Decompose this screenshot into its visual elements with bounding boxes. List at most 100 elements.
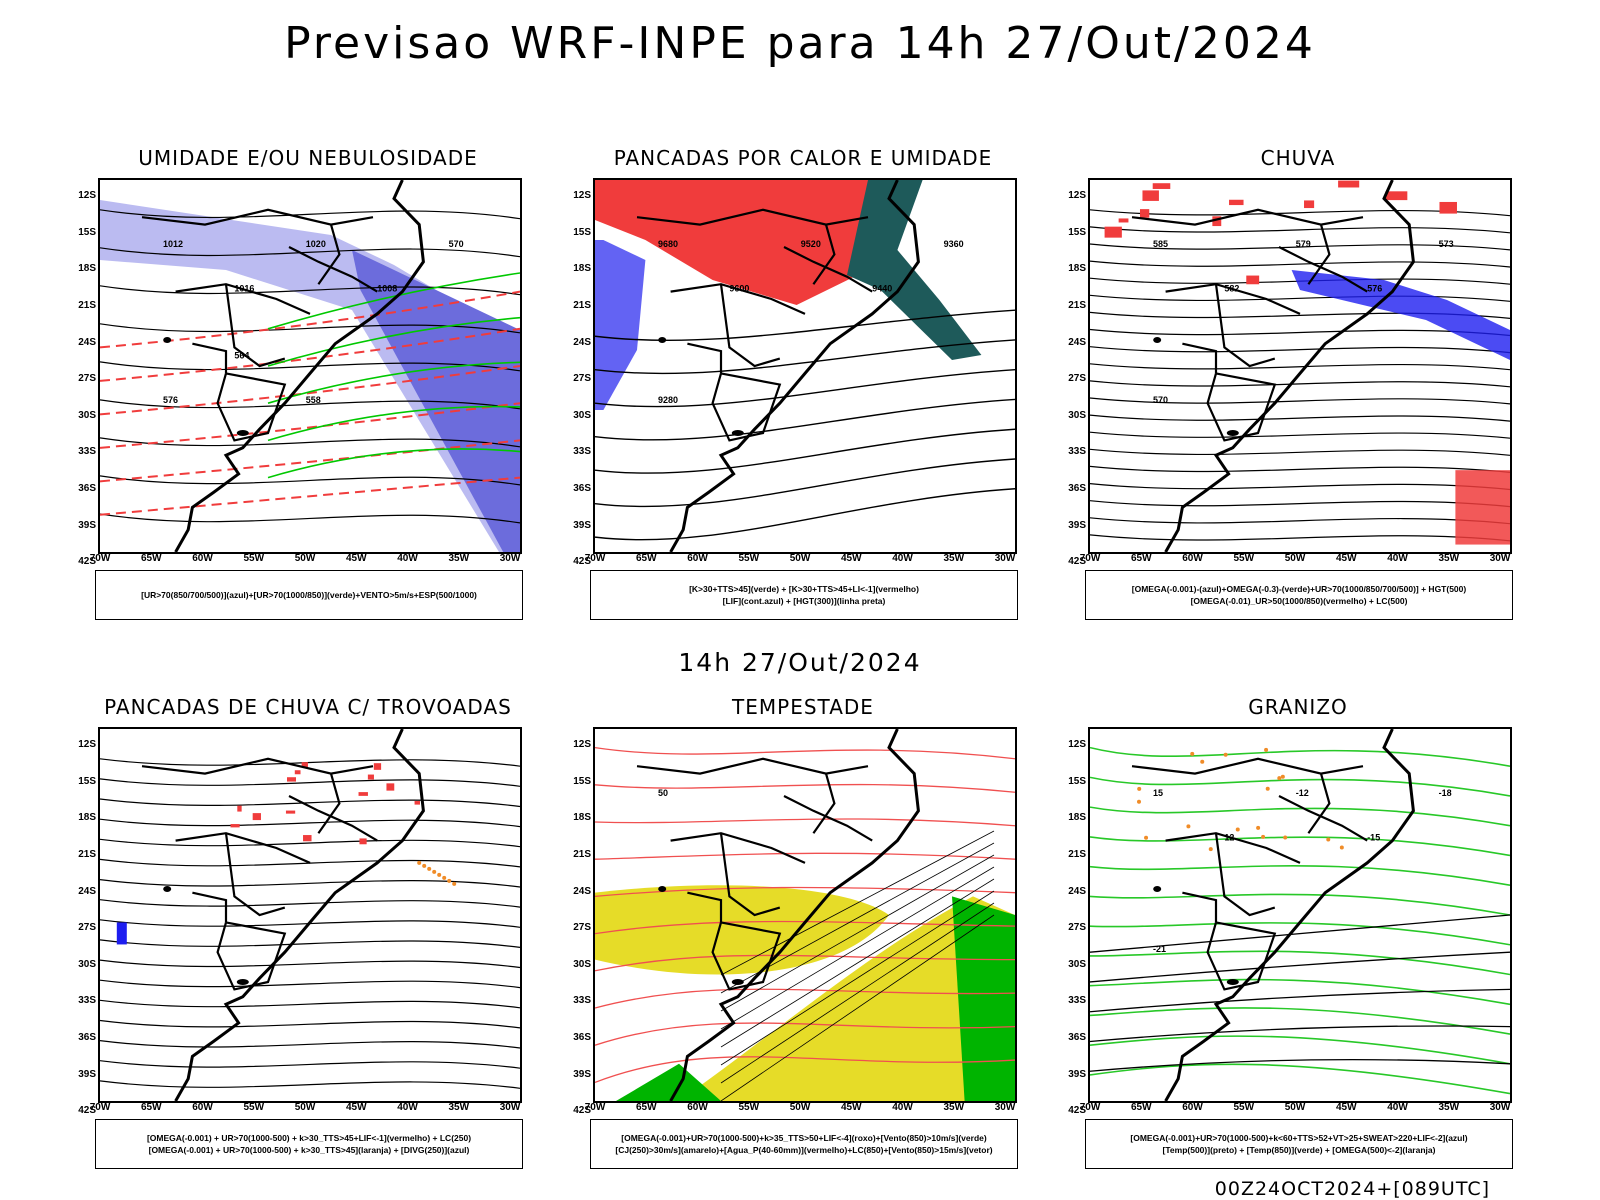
legend-line: [CJ(250)>30m/s](amarelo)+[Agua_P(40-60mm… — [615, 1144, 992, 1156]
contour-label: 558 — [306, 395, 321, 405]
lat-label: 33S — [66, 446, 96, 457]
lon-label: 40W — [1378, 553, 1418, 564]
lon-label: 65W — [626, 553, 666, 564]
lon-label: 65W — [131, 553, 171, 564]
contour-label: 579 — [1296, 239, 1311, 249]
legend-line: [OMEGA(-0.01)_UR>50(1000/850)(vermelho) … — [1191, 595, 1408, 607]
lon-label: 35W — [439, 1102, 479, 1113]
lat-label: 33S — [1056, 446, 1086, 457]
lat-label: 21S — [1056, 849, 1086, 860]
contour-label: 12 — [1224, 833, 1234, 843]
lat-label: 15S — [66, 776, 96, 787]
lat-label: 30S — [1056, 959, 1086, 970]
contour-label: 1008 — [377, 284, 397, 294]
lon-label: 30W — [490, 1102, 530, 1113]
lon-label: 30W — [1480, 553, 1520, 564]
lat-label: 15S — [561, 776, 591, 787]
contour-label: 1020 — [306, 239, 326, 249]
map-legend-1: [UR>70(850/700/500)](azul)+[UR>70(1000/8… — [95, 570, 523, 620]
lon-label: 35W — [934, 1102, 974, 1113]
lat-label: 39S — [561, 1069, 591, 1080]
forecast-map-5: 50 — [593, 727, 1017, 1103]
lat-label: 27S — [66, 922, 96, 933]
lat-label: 15S — [66, 227, 96, 238]
lon-label: 40W — [388, 1102, 428, 1113]
lat-label: 39S — [66, 1069, 96, 1080]
lon-label: 55W — [729, 553, 769, 564]
panel-title-5: TEMPESTADE — [573, 695, 1033, 719]
lat-label: 24S — [66, 337, 96, 348]
lat-label: 27S — [561, 373, 591, 384]
contour-label: 585 — [1153, 239, 1168, 249]
lon-label: 45W — [336, 1102, 376, 1113]
lat-label: 33S — [561, 446, 591, 457]
contour-label: -21 — [1153, 944, 1166, 954]
contour-label: 9600 — [729, 284, 749, 294]
lat-label: 33S — [66, 995, 96, 1006]
lat-label: 15S — [1056, 776, 1086, 787]
lon-label: 55W — [234, 1102, 274, 1113]
lat-label: 30S — [561, 959, 591, 970]
contour-label: 50 — [658, 788, 668, 798]
lon-label: 60W — [678, 1102, 718, 1113]
contour-label: 576 — [1367, 284, 1382, 294]
forecast-map-1: 1012 1016 1020 1008 570 576 564 558 — [98, 178, 522, 554]
contour-label: 9280 — [658, 395, 678, 405]
lon-label: 45W — [831, 553, 871, 564]
lon-label: 60W — [1173, 1102, 1213, 1113]
contour-label: -18 — [1439, 788, 1452, 798]
lat-label: 15S — [561, 227, 591, 238]
legend-line: [UR>70(850/700/500)](azul)+[UR>70(1000/8… — [141, 589, 477, 601]
legend-line: [OMEGA(-0.001)+UR>70(1000-500)+k<60+TTS>… — [1130, 1132, 1467, 1144]
lon-label: 55W — [234, 553, 274, 564]
lat-label: 39S — [1056, 1069, 1086, 1080]
lat-label: 18S — [66, 263, 96, 274]
lon-label: 30W — [985, 1102, 1025, 1113]
lat-label: 15S — [1056, 227, 1086, 238]
lon-label: 35W — [1429, 553, 1469, 564]
lat-label: 21S — [561, 300, 591, 311]
lat-label: 18S — [66, 812, 96, 823]
legend-line: [Temp(500)](preto) + [Temp(850)](verde) … — [1163, 1144, 1436, 1156]
lon-label: 40W — [883, 553, 923, 564]
lat-label: 12S — [561, 739, 591, 750]
lat-label: 21S — [66, 849, 96, 860]
forecast-map-3: 585 582 579 576 573 570 — [1088, 178, 1512, 554]
lat-label: 36S — [66, 1032, 96, 1043]
page-title: Previsao WRF-INPE para 14h 27/Out/2024 — [0, 18, 1600, 69]
lat-label: 30S — [66, 959, 96, 970]
lon-label: 45W — [1326, 553, 1366, 564]
contour-label: -12 — [1296, 788, 1309, 798]
contour-label: 573 — [1439, 239, 1454, 249]
panel-title-3: CHUVA — [1068, 146, 1528, 170]
lat-label: 27S — [1056, 373, 1086, 384]
map-legend-4: [OMEGA(-0.001) + UR>70(1000-500) + k>30_… — [95, 1119, 523, 1169]
lon-label: 70W — [80, 553, 120, 564]
lon-label: 50W — [285, 553, 325, 564]
lon-label: 50W — [1275, 1102, 1315, 1113]
legend-line: [OMEGA(-0.001)-(azul)+OMEGA(-0.3)-(verde… — [1132, 583, 1466, 595]
run-timestamp: 00Z24OCT2024+[089UTC] — [1215, 1178, 1490, 1200]
lat-label: 39S — [66, 520, 96, 531]
lat-label: 24S — [561, 886, 591, 897]
lat-label: 12S — [1056, 739, 1086, 750]
lon-label: 50W — [780, 553, 820, 564]
lat-label: 39S — [561, 520, 591, 531]
contour-label: 1016 — [234, 284, 254, 294]
lat-label: 18S — [1056, 263, 1086, 274]
lon-label: 60W — [678, 553, 718, 564]
contour-label: 15 — [1153, 788, 1163, 798]
lon-label: 65W — [1121, 1102, 1161, 1113]
forecast-map-6: 15 12 -12 -15 -18 -21 — [1088, 727, 1512, 1103]
map-legend-3: [OMEGA(-0.001)-(azul)+OMEGA(-0.3)-(verde… — [1085, 570, 1513, 620]
lon-label: 70W — [575, 1102, 615, 1113]
contour-label: 576 — [163, 395, 178, 405]
lon-label: 55W — [1224, 1102, 1264, 1113]
lat-label: 12S — [66, 739, 96, 750]
lon-label: 65W — [626, 1102, 666, 1113]
lat-label: 30S — [561, 410, 591, 421]
lon-label: 65W — [131, 1102, 171, 1113]
lat-label: 27S — [1056, 922, 1086, 933]
lat-label: 18S — [1056, 812, 1086, 823]
lon-label: 35W — [1429, 1102, 1469, 1113]
